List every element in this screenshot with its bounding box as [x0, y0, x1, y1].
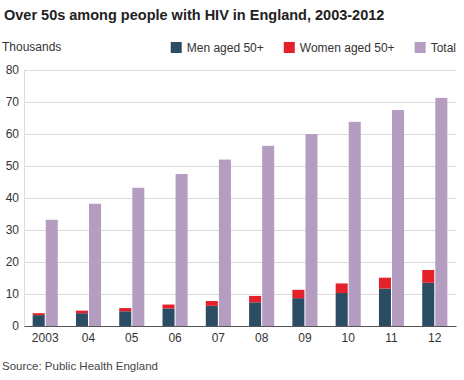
bar: [163, 305, 175, 309]
grid-line: [24, 70, 456, 71]
legend-swatch: [171, 42, 182, 53]
bar: [33, 315, 45, 326]
grid: [24, 70, 456, 326]
bar: [422, 283, 434, 326]
bars: [33, 98, 448, 326]
legend-label: Men aged 50+: [187, 41, 264, 55]
bar: [336, 293, 348, 326]
bar: [292, 290, 304, 298]
x-tick-label: 11: [385, 331, 398, 345]
y-tick-label: 50: [6, 159, 20, 173]
y-tick: 60: [6, 127, 24, 141]
x-tick-label: 05: [125, 331, 139, 345]
y-axis-line: [24, 71, 25, 327]
bar: [33, 313, 45, 315]
title: Over 50s among people with HIV in Englan…: [4, 7, 384, 23]
y-tick-label: 10: [6, 287, 20, 301]
y-tick: 10: [6, 287, 24, 301]
y-tick: 30: [6, 223, 24, 237]
grid-line: [24, 166, 456, 167]
y-tick: 80: [6, 63, 24, 77]
grid-line: [24, 262, 456, 263]
legend-swatch: [415, 42, 426, 53]
x-tick: 07: [212, 326, 226, 345]
y-tick-label: 70: [6, 95, 20, 109]
x-tick-label: 08: [255, 331, 269, 345]
bar: [46, 220, 58, 326]
bar: [119, 311, 131, 326]
grid-line: [24, 134, 456, 135]
y-tick: 0: [12, 319, 24, 333]
bar: [76, 311, 88, 314]
x-tick-label: 12: [428, 331, 442, 345]
x-tick: 11: [385, 326, 398, 345]
bar: [262, 146, 274, 326]
y-tick: 70: [6, 95, 24, 109]
y-tick-label: 80: [6, 63, 20, 77]
bar: [176, 174, 188, 326]
chart: 0 10 20 30 40 50 60 70 80 2003 04 05 06 07 08 09 10 11 12 O…: [0, 0, 464, 380]
bar: [305, 134, 317, 326]
y-tick-label: 60: [6, 127, 20, 141]
bar: [349, 122, 361, 326]
y-tick-label: 40: [6, 191, 20, 205]
y-tick: 50: [6, 159, 24, 173]
x-tick-label: 2003: [32, 331, 59, 345]
bar: [392, 110, 404, 326]
bar: [219, 160, 231, 326]
x-tick-label: 09: [298, 331, 312, 345]
bar: [435, 98, 447, 326]
y-tick-label: 30: [6, 223, 20, 237]
grid-line: [24, 230, 456, 231]
legend: Men aged 50+ Women aged 50+ Total: [171, 41, 456, 55]
y-axis: 0 10 20 30 40 50 60 70 80: [6, 63, 25, 333]
bar: [163, 308, 175, 326]
bar: [119, 308, 131, 311]
x-tick: 04: [82, 326, 96, 345]
bar: [379, 278, 391, 289]
bar: [336, 283, 348, 293]
bar: [249, 296, 261, 302]
x-tick: 2003: [32, 326, 59, 345]
y-tick-label: 0: [12, 319, 19, 333]
bar: [132, 188, 144, 326]
grid-line: [24, 198, 456, 199]
y-tick: 20: [6, 255, 24, 269]
x-tick: 09: [298, 326, 312, 345]
x-axis-line: [25, 326, 457, 327]
bar: [89, 204, 101, 326]
x-tick-label: 06: [168, 331, 182, 345]
x-tick-label: 07: [212, 331, 226, 345]
bar: [76, 313, 88, 326]
x-axis: 2003 04 05 06 07 08 09 10 11 12: [25, 326, 457, 345]
x-tick: 06: [168, 326, 182, 345]
legend-label: Total: [431, 41, 456, 55]
bar: [379, 289, 391, 326]
x-tick: 08: [255, 326, 269, 345]
y-axis-title: Thousands: [2, 40, 61, 54]
legend-swatch: [284, 42, 295, 53]
x-tick: 05: [125, 326, 139, 345]
x-tick: 10: [342, 326, 356, 345]
grid-line: [24, 294, 456, 295]
grid-line: [24, 102, 456, 103]
bar: [249, 302, 261, 326]
legend-label: Women aged 50+: [300, 41, 395, 55]
bar: [206, 306, 218, 326]
y-tick-label: 20: [6, 255, 20, 269]
bar: [206, 301, 218, 306]
y-tick: 40: [6, 191, 24, 205]
source: Source: Public Health England: [2, 360, 158, 372]
x-tick-label: 10: [342, 331, 356, 345]
bar: [292, 298, 304, 326]
bar: [422, 270, 434, 283]
x-tick: 12: [428, 326, 442, 345]
grid-line: [24, 326, 456, 327]
x-tick-label: 04: [82, 331, 96, 345]
